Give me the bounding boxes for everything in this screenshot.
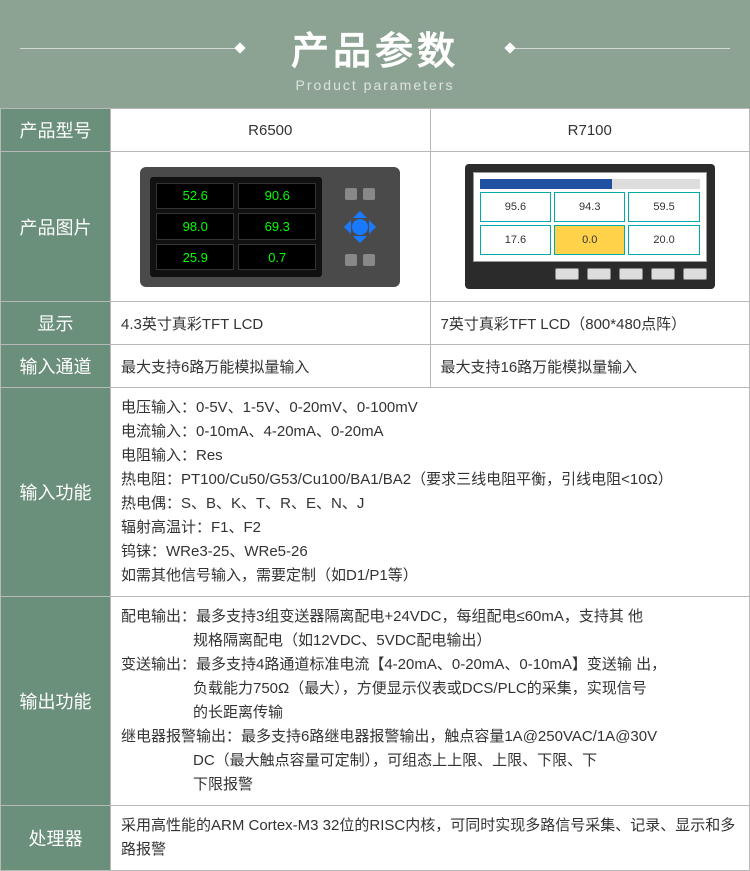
device-a-controls — [330, 177, 390, 277]
device-b-buttons — [473, 268, 707, 280]
reading-b-5: 20.0 — [628, 225, 699, 255]
output-func-line: 配电输出：最多支持3组变送器隔离配电+24VDC，每组配电≤60mA，支持其 他 — [121, 605, 739, 629]
header-output-func: 输出功能 — [1, 597, 111, 806]
input-func-line: 热电阻：PT100/Cu50/G53/Cu100/BA1/BA2（要求三线电阻平… — [121, 468, 739, 492]
reading-a-4: 25.9 — [156, 244, 234, 271]
device-b: 95.6 94.3 59.5 17.6 0.0 20.0 — [465, 164, 715, 289]
header-image: 产品图片 — [1, 152, 111, 302]
row-image: 产品图片 52.6 90.6 98.0 69.3 25.9 0.7 — [1, 152, 750, 302]
decor-line-left — [20, 48, 240, 49]
header-banner: 产品参数 Product parameters — [0, 0, 750, 108]
decor-line-right — [510, 48, 730, 49]
input-func-line: 热电偶：S、B、K、T、R、E、N、J — [121, 492, 739, 516]
output-func-line: 继电器报警输出：最多支持6路继电器报警输出，触点容量1A@250VAC/1A@3… — [121, 725, 739, 749]
device-b-screen: 95.6 94.3 59.5 17.6 0.0 20.0 — [473, 172, 707, 262]
reading-a-5: 0.7 — [238, 244, 316, 271]
row-processor: 处理器 采用高性能的ARM Cortex-M3 32位的RISC内核，可同时实现… — [1, 806, 750, 871]
output-func-line: 的长距离传输 — [121, 701, 739, 725]
dpad-icon — [339, 206, 381, 248]
reading-a-0: 52.6 — [156, 183, 234, 210]
input-func-line: 钨铼：WRe3-25、WRe5-26 — [121, 540, 739, 564]
model-a: R6500 — [111, 109, 431, 152]
row-input-func: 输入功能 电压输入：0-5V、1-5V、0-20mV、0-100mV电流输入：0… — [1, 388, 750, 597]
row-model: 产品型号 R6500 R7100 — [1, 109, 750, 152]
input-func-cell: 电压输入：0-5V、1-5V、0-20mV、0-100mV电流输入：0-10mA… — [111, 388, 750, 597]
device-a-screen: 52.6 90.6 98.0 69.3 25.9 0.7 — [150, 177, 322, 277]
reading-b-4: 0.0 — [554, 225, 625, 255]
row-display: 显示 4.3英寸真彩TFT LCD 7英寸真彩TFT LCD（800*480点阵… — [1, 302, 750, 345]
reading-b-2: 59.5 — [628, 192, 699, 222]
reading-b-3: 17.6 — [480, 225, 551, 255]
output-func-line: 下限报警 — [121, 773, 739, 797]
input-ch-a: 最大支持6路万能模拟量输入 — [111, 345, 431, 388]
row-input-channels: 输入通道 最大支持6路万能模拟量输入 最大支持16路万能模拟量输入 — [1, 345, 750, 388]
header-model: 产品型号 — [1, 109, 111, 152]
reading-a-3: 69.3 — [238, 213, 316, 240]
header-input-channels: 输入通道 — [1, 345, 111, 388]
display-a: 4.3英寸真彩TFT LCD — [111, 302, 431, 345]
input-func-line: 电流输入：0-10mA、4-20mA、0-20mA — [121, 420, 739, 444]
reading-b-0: 95.6 — [480, 192, 551, 222]
reading-b-1: 94.3 — [554, 192, 625, 222]
output-func-cell: 配电输出：最多支持3组变送器隔离配电+24VDC，每组配电≤60mA，支持其 他… — [111, 597, 750, 806]
reading-a-1: 90.6 — [238, 183, 316, 210]
input-func-line: 电压输入：0-5V、1-5V、0-20mV、0-100mV — [121, 396, 739, 420]
row-output-func: 输出功能 配电输出：最多支持3组变送器隔离配电+24VDC，每组配电≤60mA，… — [1, 597, 750, 806]
display-b: 7英寸真彩TFT LCD（800*480点阵） — [430, 302, 750, 345]
input-func-line: 如需其他信号输入，需要定制（如D1/P1等） — [121, 564, 739, 588]
output-func-line: 负载能力750Ω（最大），方便显示仪表或DCS/PLC的采集，实现信号 — [121, 677, 739, 701]
input-func-line: 辐射高温计：F1、F2 — [121, 516, 739, 540]
model-b: R7100 — [430, 109, 750, 152]
title-en: Product parameters — [0, 77, 750, 93]
input-ch-b: 最大支持16路万能模拟量输入 — [430, 345, 750, 388]
header-display: 显示 — [1, 302, 111, 345]
output-func-line: 变送输出：最多支持4路通道标准电流【4-20mA、0-20mA、0-10mA】变… — [121, 653, 739, 677]
output-func-line: 规格隔离配电（如12VDC、5VDC配电输出） — [121, 629, 739, 653]
reading-a-2: 98.0 — [156, 213, 234, 240]
spec-table: 产品型号 R6500 R7100 产品图片 52.6 90.6 98.0 69.… — [0, 108, 750, 871]
processor-cell: 采用高性能的ARM Cortex-M3 32位的RISC内核，可同时实现多路信号… — [111, 806, 750, 871]
device-a: 52.6 90.6 98.0 69.3 25.9 0.7 — [140, 167, 400, 287]
image-cell-a: 52.6 90.6 98.0 69.3 25.9 0.7 — [111, 152, 431, 302]
image-cell-b: 95.6 94.3 59.5 17.6 0.0 20.0 — [430, 152, 750, 302]
header-input-func: 输入功能 — [1, 388, 111, 597]
header-processor: 处理器 — [1, 806, 111, 871]
output-func-line: DC（最大触点容量可定制），可组态上上限、上限、下限、下 — [121, 749, 739, 773]
input-func-line: 电阻输入：Res — [121, 444, 739, 468]
